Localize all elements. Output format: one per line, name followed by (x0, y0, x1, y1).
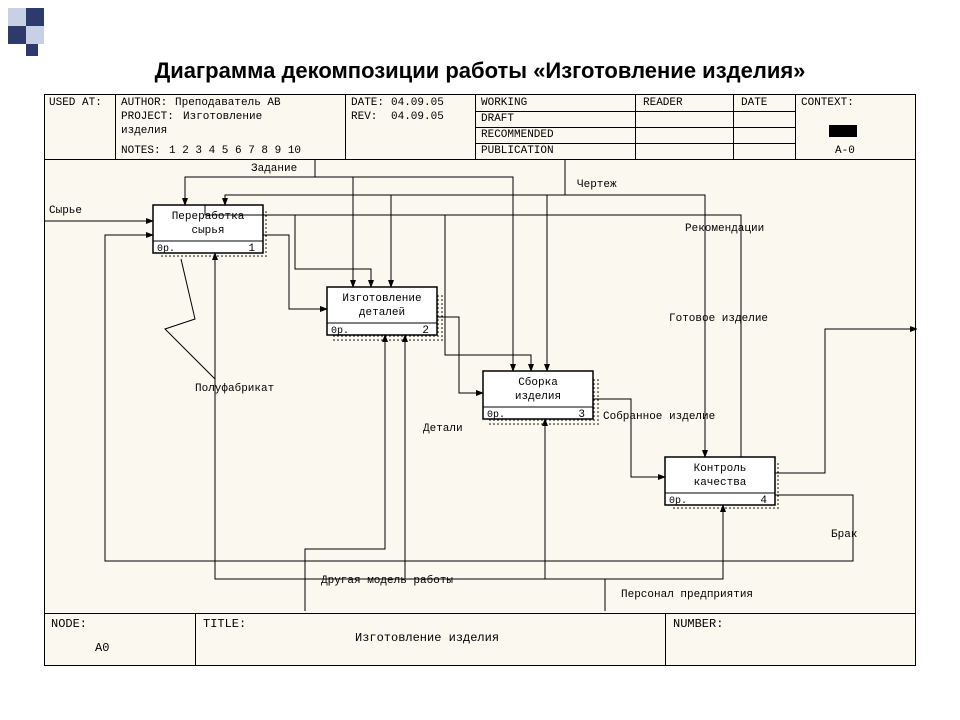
label-chertezh: Чертеж (577, 179, 617, 191)
used-at-label: USED AT: (49, 97, 102, 109)
project-label: PROJECT: (121, 111, 174, 123)
svg-text:4: 4 (760, 495, 767, 507)
status-publication: PUBLICATION (481, 145, 554, 157)
svg-text:Переработка: Переработка (172, 210, 245, 223)
svg-text:деталей: деталей (359, 307, 405, 319)
status-working: WORKING (481, 97, 527, 109)
activity-box-4: Контроль качества 0р. 4 (665, 457, 775, 507)
author-label: AUTHOR: (121, 97, 167, 109)
label-detali: Детали (423, 423, 463, 435)
svg-text:0р.: 0р. (157, 244, 175, 255)
node-value: A0 (95, 641, 109, 655)
label-brak: Брак (831, 529, 857, 541)
status-draft: DRAFT (481, 113, 514, 125)
label-zadanie: Задание (251, 163, 297, 175)
node-label: NODE: (51, 617, 87, 631)
number-label: NUMBER: (673, 617, 723, 631)
svg-text:сырья: сырья (191, 225, 224, 237)
label-drugaya: Другая модель работы (321, 574, 453, 587)
date-value: 04.09.05 (391, 97, 444, 109)
label-gotovoe: Готовое изделие (669, 313, 768, 325)
notes-value: 1 2 3 4 5 6 7 8 9 10 (169, 145, 301, 157)
title-label: TITLE: (203, 617, 246, 631)
title-value: Изготовление изделия (355, 631, 499, 645)
rev-value: 04.09.05 (391, 111, 444, 123)
svg-text:Сборка: Сборка (518, 376, 558, 389)
svg-text:3: 3 (578, 409, 585, 421)
svg-text:Контроль: Контроль (694, 463, 747, 475)
project-value2: изделия (121, 125, 167, 137)
svg-text:0р.: 0р. (487, 410, 505, 421)
context-label: CONTEXT: (801, 97, 854, 109)
context-code: A-0 (835, 145, 855, 157)
svg-text:Изготовление: Изготовление (342, 293, 421, 305)
svg-text:1: 1 (248, 243, 255, 255)
notes-label: NOTES: (121, 145, 161, 157)
idef0-diagram: Переработка сырья 0р. 1 Изготовление дет… (45, 159, 917, 613)
svg-text:2: 2 (422, 325, 429, 337)
corner-logo (8, 8, 88, 58)
rev-label: REV: (351, 111, 377, 123)
project-value: Изготовление (183, 111, 262, 123)
activity-box-2: Изготовление деталей 0р. 2 (327, 287, 437, 337)
label-rekomendacii: Рекомендации (685, 223, 764, 235)
activity-box-1: Переработка сырья 0р. 1 (153, 205, 263, 255)
date2-label: DATE (741, 97, 767, 109)
svg-text:качества: качества (694, 477, 747, 489)
idef0-frame: USED AT: AUTHOR: Преподаватель АВ PROJEC… (44, 94, 916, 666)
reader-label: READER (643, 97, 683, 109)
svg-text:0р.: 0р. (669, 496, 687, 507)
context-icon (829, 125, 857, 137)
svg-text:0р.: 0р. (331, 326, 349, 337)
page-title: Диаграмма декомпозиции работы «Изготовле… (0, 58, 960, 84)
label-syre: Сырье (49, 205, 82, 217)
date-label: DATE: (351, 97, 384, 109)
label-polufabrikat: Полуфабрикат (195, 382, 274, 395)
label-personal: Персонал предприятия (621, 589, 753, 601)
label-sobrannoe: Собранное изделие (603, 410, 715, 423)
svg-text:изделия: изделия (515, 391, 561, 403)
status-recommended: RECOMMENDED (481, 129, 554, 141)
author-value: Преподаватель АВ (175, 97, 281, 109)
activity-box-3: Сборка изделия 0р. 3 (483, 371, 593, 421)
